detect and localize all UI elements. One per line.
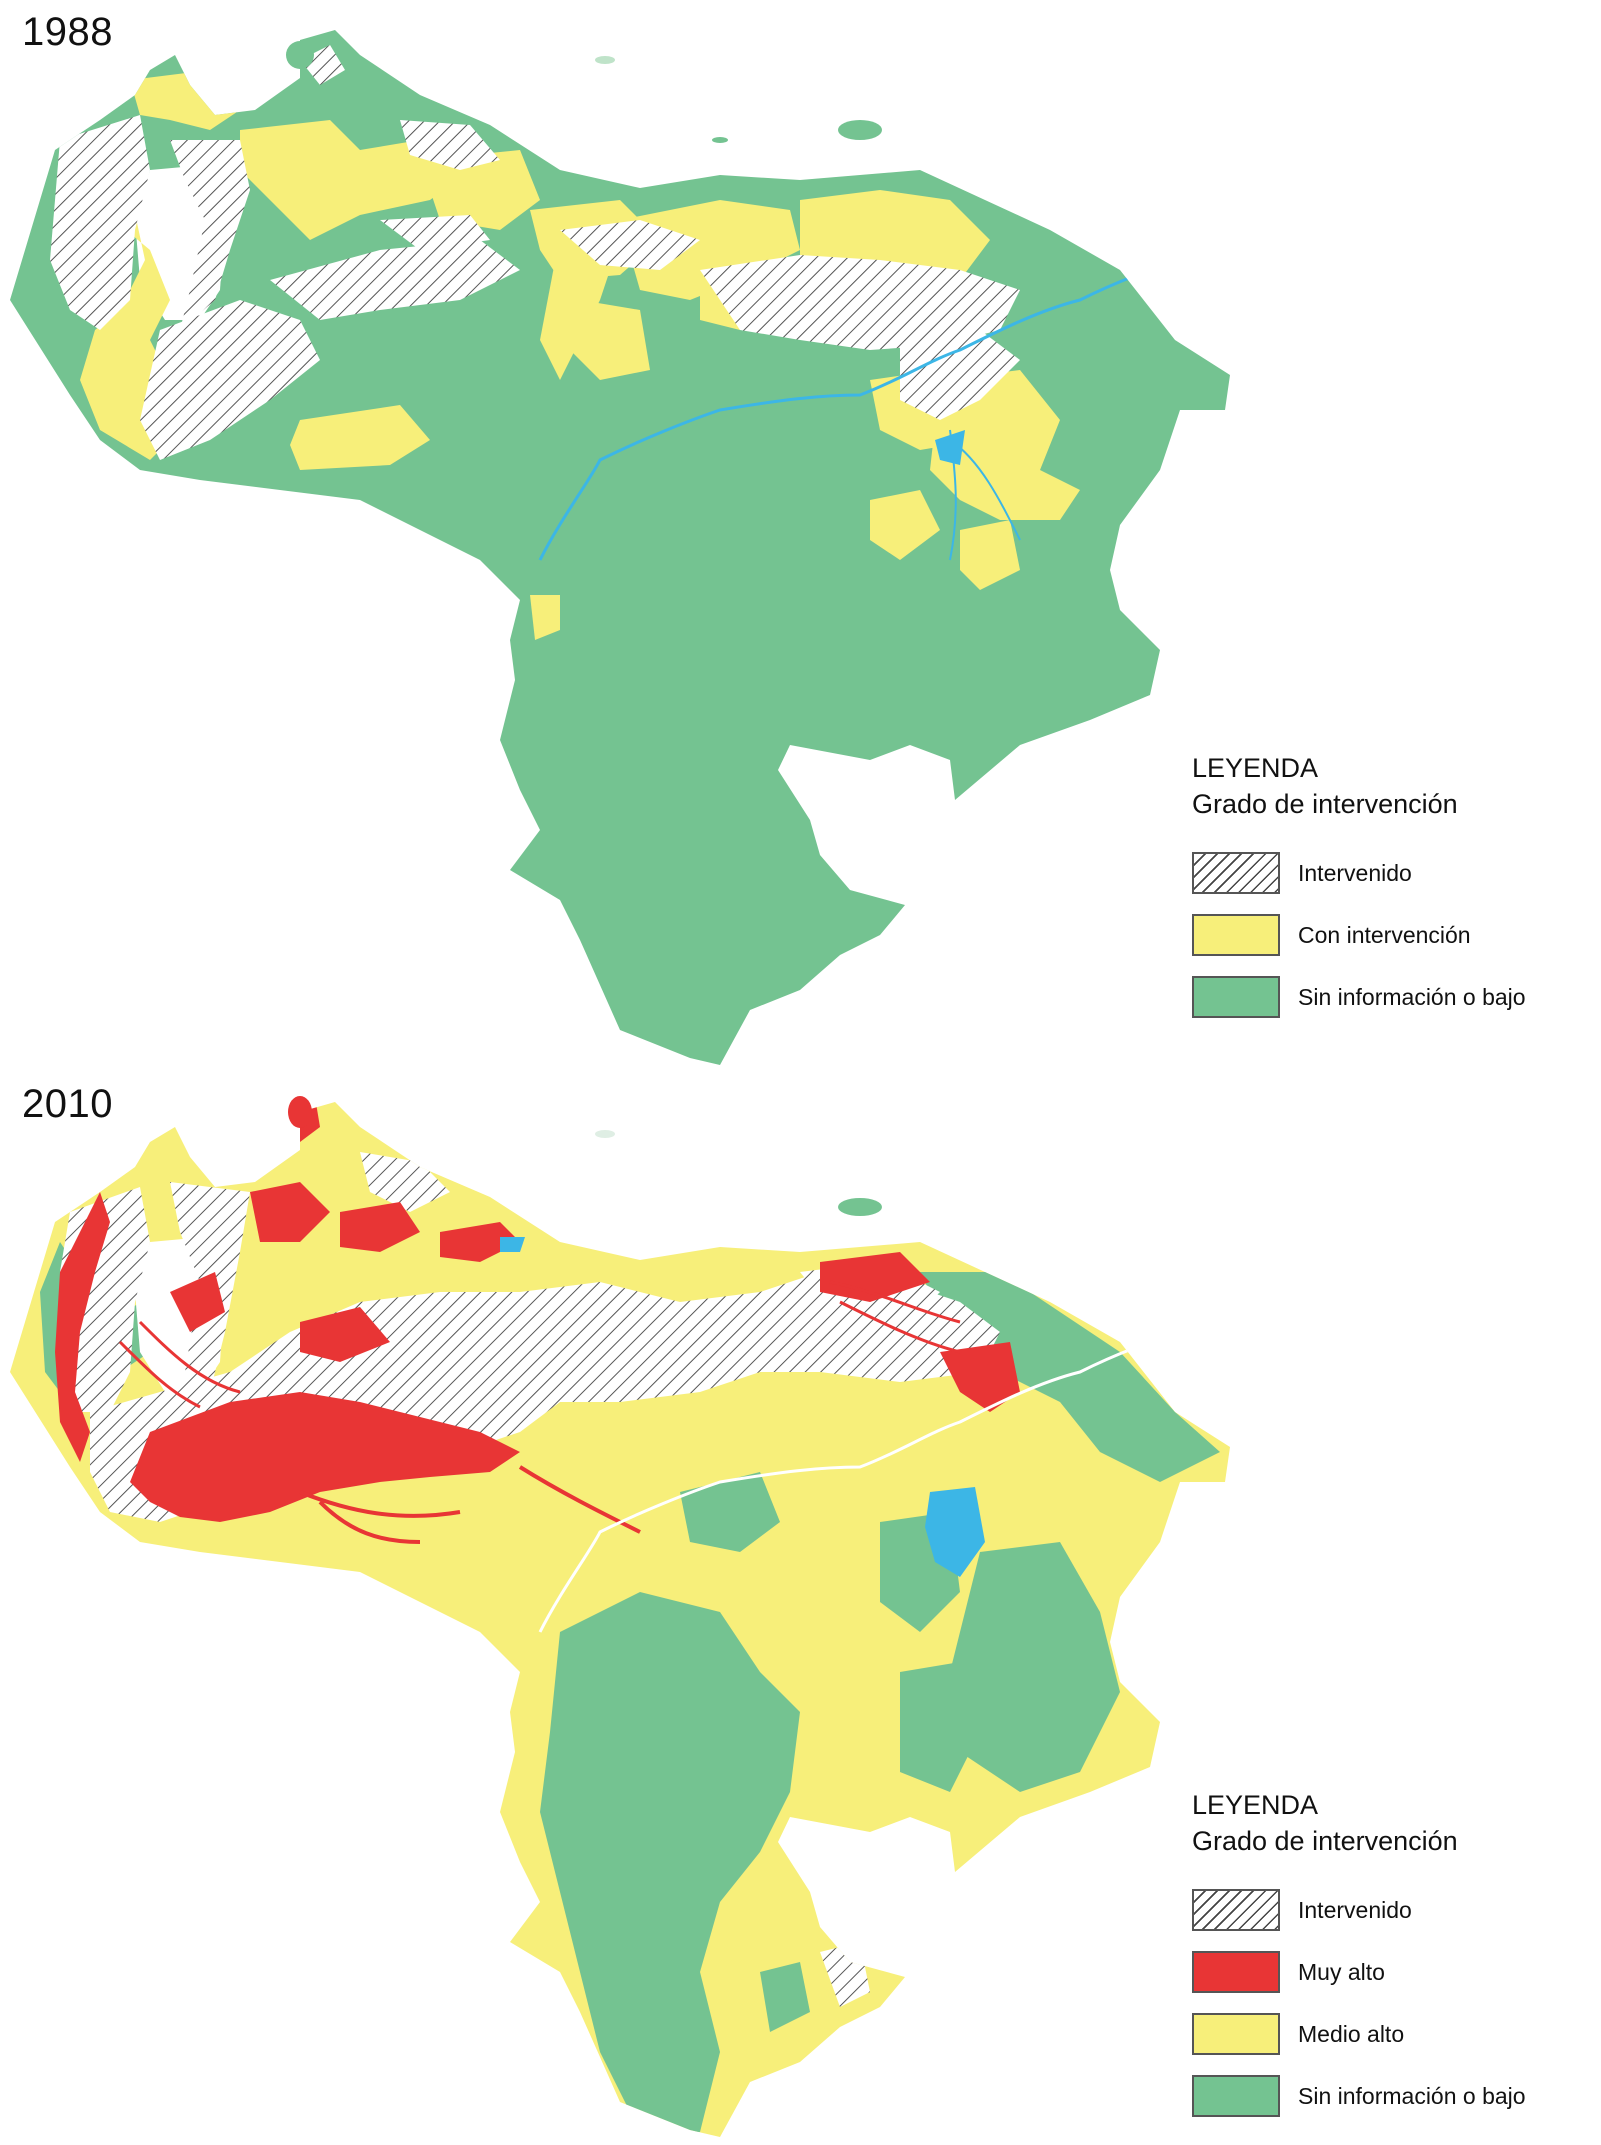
legend-item-label: Medio alto	[1298, 2020, 1405, 2047]
reservoir-guri	[925, 1487, 985, 1577]
legend-item-intervened: Intervenido	[1192, 1879, 1592, 1941]
legend-item-label: Sin información o bajo	[1298, 2082, 1526, 2109]
hatch-swatch-icon	[1192, 852, 1280, 894]
map-year-label: 1988	[22, 10, 113, 54]
legend-1988: LEYENDA Grado de intervención Intervenid…	[1192, 750, 1592, 1028]
legend-item-label: Con intervención	[1298, 921, 1471, 948]
red-swatch-icon	[1192, 1951, 1280, 1993]
legend-item-label: Muy alto	[1298, 1958, 1385, 1985]
legend-item-label: Intervenido	[1298, 1896, 1412, 1923]
legend-item-very-high: Muy alto	[1192, 1941, 1592, 2003]
yellow-swatch-icon	[1192, 914, 1280, 956]
yellow-swatch-icon	[1192, 2013, 1280, 2055]
legend-item-intervened: Intervenido	[1192, 842, 1592, 904]
legend-item-label: Sin información o bajo	[1298, 983, 1526, 1010]
legend-item-low: Sin información o bajo	[1192, 2065, 1592, 2127]
legend-item-low: Sin información o bajo	[1192, 966, 1592, 1028]
map-panel-1988: 1988 LEYENDA Grado de intervención Inter…	[0, 0, 1601, 1072]
venezuela-map-1988	[10, 30, 1230, 1065]
legend-item-medium-high: Medio alto	[1192, 2003, 1592, 2065]
green-swatch-icon	[1192, 2075, 1280, 2117]
legend-2010: LEYENDA Grado de intervención Intervenid…	[1192, 1787, 1592, 2127]
legend-title: LEYENDA	[1192, 753, 1319, 783]
hatch-swatch-icon	[1192, 1889, 1280, 1931]
legend-subtitle: Grado de intervención	[1192, 789, 1458, 819]
legend-subtitle: Grado de intervención	[1192, 1826, 1458, 1856]
venezuela-map-2010	[10, 1096, 1230, 2137]
legend-item-label: Intervenido	[1298, 859, 1412, 886]
legend-item-with-intervention: Con intervención	[1192, 904, 1592, 966]
map-panel-2010: 2010 LEYENDA Grado de intervención Inter…	[0, 1072, 1601, 2145]
legend-title: LEYENDA	[1192, 1790, 1319, 1820]
green-swatch-icon	[1192, 976, 1280, 1018]
map-year-label: 2010	[22, 1082, 113, 1126]
